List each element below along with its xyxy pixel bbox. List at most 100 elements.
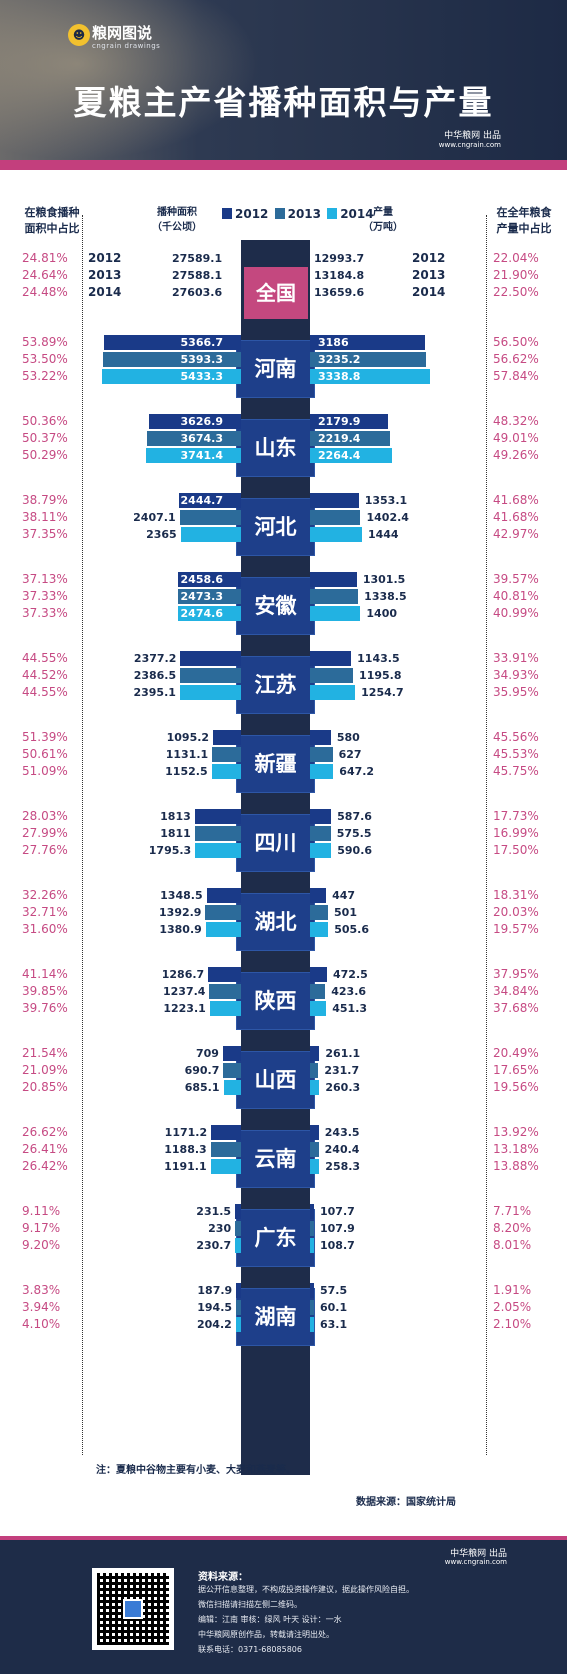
production-share: 49.01%	[493, 431, 539, 445]
production-share: 8.20%	[493, 1221, 532, 1235]
production-share-header-line2: 产量中占比	[496, 222, 552, 235]
area-share: 37.35%	[22, 527, 68, 541]
production-header-line1: 产量	[373, 207, 393, 218]
production-bar	[310, 510, 361, 525]
province-box: 云南	[236, 1130, 315, 1188]
area-share: 24.48%	[22, 285, 68, 299]
area-share: 26.62%	[22, 1125, 68, 1139]
area-bar	[222, 1046, 241, 1061]
area-value: 5433.3	[180, 370, 223, 383]
area-bar	[223, 1080, 241, 1095]
production-bar	[310, 809, 332, 824]
area-value: 2474.6	[180, 607, 223, 620]
production-share: 40.99%	[493, 606, 539, 620]
total-production-value: 12993.7	[314, 252, 365, 265]
area-value: 230	[208, 1222, 232, 1235]
footer-line-3: 编辑：江南 审核：绿风 叶天 设计：一水	[198, 1615, 342, 1624]
production-bar	[310, 764, 334, 779]
footnote: 注：夏粮中谷物主要有小麦、大麦和燕麦等。	[96, 1465, 296, 1476]
production-value: 647.2	[339, 765, 375, 778]
production-bar	[310, 888, 327, 903]
area-bar	[179, 510, 241, 525]
total-box: 全国	[244, 267, 308, 319]
production-value: 423.6	[331, 985, 367, 998]
area-header: 播种面积 （千公顷）	[132, 205, 222, 235]
production-value: 1195.8	[359, 669, 402, 682]
production-value: 505.6	[334, 923, 369, 936]
production-share: 19.57%	[493, 922, 539, 936]
area-value: 230.7	[196, 1239, 232, 1252]
production-bar	[310, 1283, 314, 1298]
production-share: 33.91%	[493, 651, 539, 665]
legend-swatch-2012	[222, 208, 232, 219]
production-bar	[310, 843, 332, 858]
production-value: 108.7	[320, 1239, 355, 1252]
area-share: 26.42%	[22, 1159, 68, 1173]
area-value: 709	[195, 1047, 219, 1060]
province-box: 江苏	[236, 656, 315, 714]
area-bar	[223, 1063, 241, 1078]
production-value: 1402.4	[366, 511, 409, 524]
area-bar	[235, 1221, 241, 1236]
area-value: 1795.3	[148, 844, 192, 857]
area-bar	[179, 685, 241, 700]
area-bar	[236, 1283, 241, 1298]
footer-url[interactable]: www.cngrain.com	[444, 1558, 507, 1566]
production-header: 产量 （万吨）	[358, 205, 408, 235]
area-value: 2458.6	[180, 573, 223, 586]
production-share: 45.75%	[493, 764, 539, 778]
year-label-right: 2012	[412, 251, 446, 265]
qr-code[interactable]	[92, 1568, 174, 1650]
production-bar	[310, 352, 427, 367]
area-share: 44.55%	[22, 685, 68, 699]
year-label-right: 2014	[412, 285, 446, 299]
area-value: 3626.9	[180, 415, 223, 428]
logo-icon: ☻	[68, 24, 90, 46]
qr-code-pattern	[97, 1573, 169, 1645]
area-share: 26.41%	[22, 1142, 68, 1156]
production-bar	[310, 905, 329, 920]
production-value: 107.9	[320, 1222, 355, 1235]
production-value: 240.4	[324, 1143, 360, 1156]
area-bar	[213, 730, 241, 745]
production-value: 261.1	[325, 1047, 361, 1060]
data-source: 数据来源：国家统计局	[356, 1497, 456, 1508]
production-bar	[310, 1204, 314, 1219]
area-share: 9.17%	[22, 1221, 61, 1235]
production-bar	[310, 493, 359, 508]
legend: 2012 2013 2014	[220, 207, 374, 221]
area-share: 37.13%	[22, 572, 68, 586]
publisher-url[interactable]: www.cngrain.com	[438, 141, 501, 149]
total-area-value: 27588.1	[172, 269, 223, 282]
production-share: 17.50%	[493, 843, 539, 857]
legend-label-2014: 2014	[340, 207, 374, 221]
area-share: 51.39%	[22, 730, 68, 744]
production-share-header-line1: 在全年粮食	[496, 206, 552, 219]
production-share: 8.01%	[493, 1238, 532, 1252]
production-bar	[310, 1001, 327, 1016]
year-label-left: 2012	[88, 251, 122, 265]
area-bar	[178, 572, 241, 587]
production-bar	[310, 431, 390, 446]
area-share: 53.22%	[22, 369, 68, 383]
area-bar	[180, 651, 241, 666]
production-value: 580	[336, 731, 360, 744]
area-value: 1152.5	[165, 765, 208, 778]
production-header-line2: （万吨）	[363, 222, 403, 233]
production-share: 19.56%	[493, 1080, 539, 1094]
total-area-value: 27603.6	[172, 286, 223, 299]
production-value: 2179.9	[318, 415, 361, 428]
production-share: 45.56%	[493, 730, 539, 744]
production-share: 42.97%	[493, 527, 539, 541]
production-share: 34.84%	[493, 984, 539, 998]
area-value: 187.9	[197, 1284, 233, 1297]
production-share: 16.99%	[493, 826, 539, 840]
production-value: 1400	[366, 607, 398, 620]
area-bar	[212, 747, 241, 762]
production-value: 57.5	[320, 1284, 348, 1297]
legend-label-2013: 2013	[287, 207, 321, 221]
year-label-right: 2013	[412, 268, 446, 282]
area-value: 2377.2	[133, 652, 177, 665]
area-value: 231.5	[196, 1205, 232, 1218]
area-bar	[235, 1238, 241, 1253]
